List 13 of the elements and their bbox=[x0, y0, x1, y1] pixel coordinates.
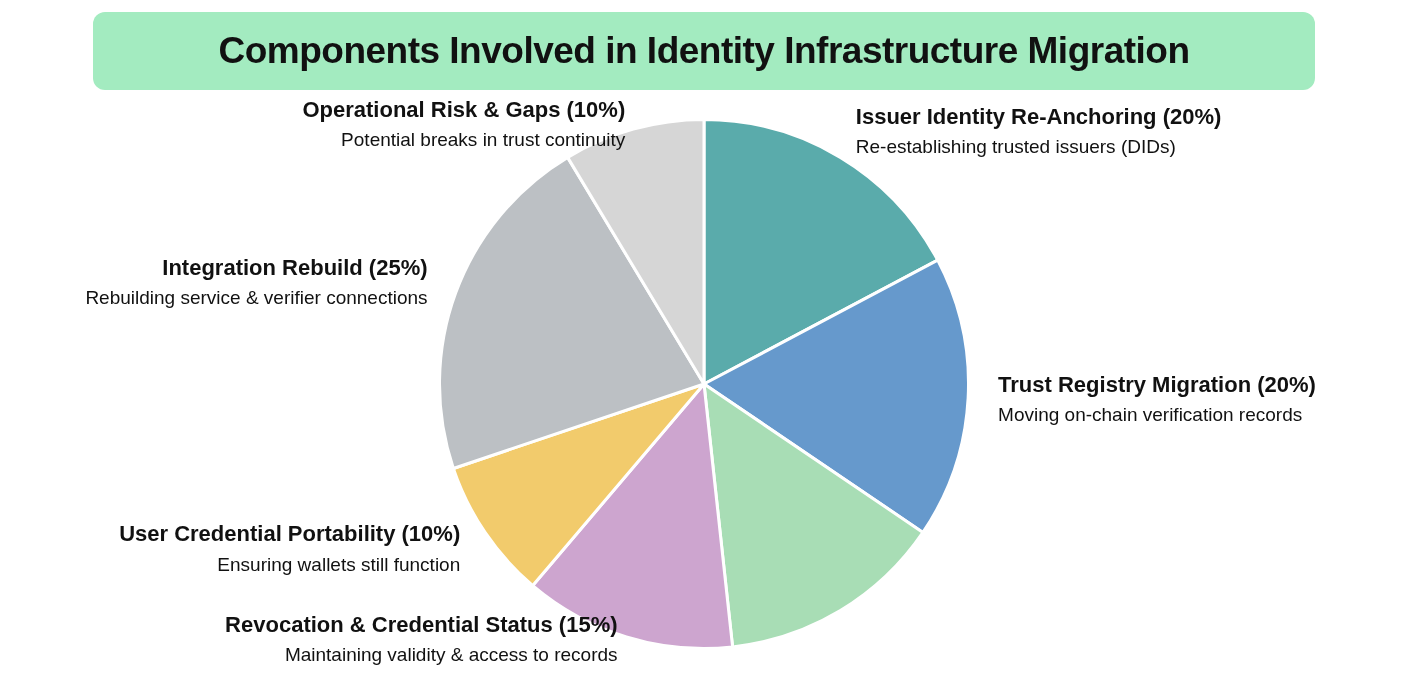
text: Re-establishing trusted issuers (DIDs) bbox=[855, 135, 1176, 157]
slice-label: Trust Registry Migration (20%) bbox=[998, 372, 1316, 398]
text: Ensuring wallets still function bbox=[217, 553, 461, 575]
slice-label: Integration Rebuild (25%) bbox=[162, 254, 428, 280]
slice-label: User Credential Portability (10%) bbox=[119, 521, 461, 547]
text: Moving on-chain verification records bbox=[998, 404, 1303, 426]
text: Potential breaks in trust continuity bbox=[341, 129, 626, 151]
slice-label: Operational Risk & Gaps (10%) bbox=[302, 97, 626, 123]
text: Rebuilding service & verifier connections bbox=[85, 286, 428, 308]
chart-title: Components Involved in Identity Infrastructure Migration bbox=[93, 12, 1315, 90]
slice-label: Revocation & Credential Status (15%) bbox=[225, 612, 618, 638]
slice-label: Issuer Identity Re-Anchoring (20%) bbox=[855, 103, 1222, 129]
text: Maintaining validity & access to records bbox=[284, 644, 618, 666]
